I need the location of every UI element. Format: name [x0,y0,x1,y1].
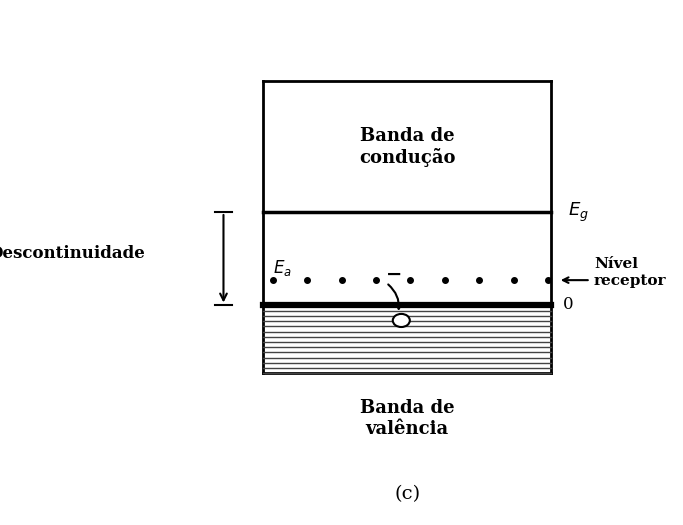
Text: Banda de
condução: Banda de condução [359,127,456,166]
Text: 0: 0 [563,296,574,313]
Text: $\mathbf{-}$: $\mathbf{-}$ [385,265,401,283]
Text: $E_g$: $E_g$ [568,201,589,224]
Text: Nível
receptor: Nível receptor [594,257,667,288]
Text: Banda de
valência: Banda de valência [360,400,454,438]
Circle shape [393,314,410,327]
Text: Descontinuidade: Descontinuidade [0,245,145,262]
Text: $E_a$: $E_a$ [273,258,292,278]
Text: (c): (c) [394,485,420,503]
